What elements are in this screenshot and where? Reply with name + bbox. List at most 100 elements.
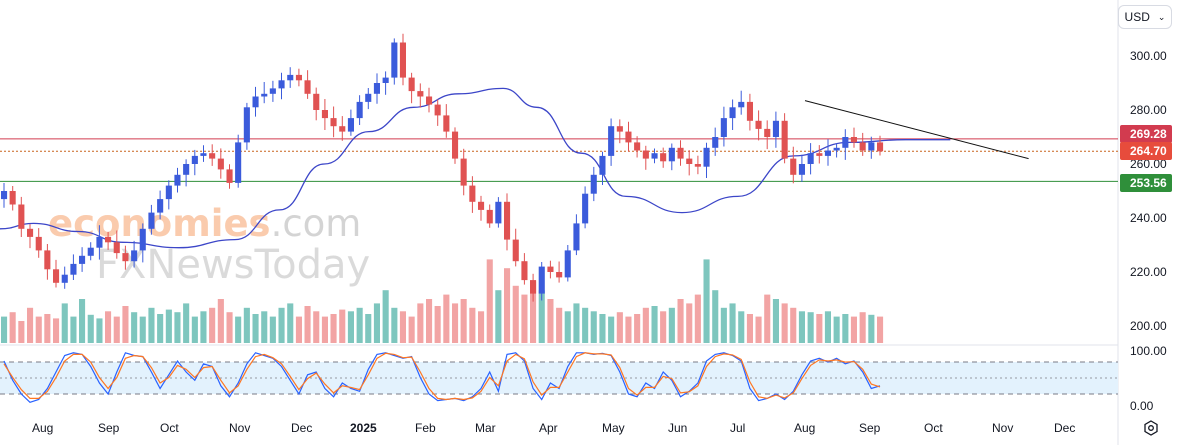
volume-bar: [191, 316, 198, 343]
volume-bar: [122, 306, 129, 343]
volume-bar: [582, 307, 589, 343]
x-tick-label: Sep: [859, 421, 881, 435]
volume-bar: [478, 311, 485, 343]
x-tick-label: Dec: [1054, 421, 1075, 435]
candle-up: [582, 193, 589, 224]
candle-down: [339, 126, 346, 132]
volume-bar: [391, 307, 398, 343]
candle-up: [564, 250, 571, 278]
svg-text:253.56: 253.56: [1130, 176, 1167, 190]
time-axis[interactable]: Aug Sep Oct Nov Dec 2025 Feb Mar Apr May…: [32, 421, 1075, 435]
volume-bars: [1, 259, 884, 343]
volume-bar: [174, 312, 181, 343]
x-tick-label: Dec: [291, 421, 312, 435]
volume-bar: [634, 314, 641, 343]
moving-average: [0, 87, 951, 249]
candle-down: [217, 158, 224, 170]
candle-down: [677, 147, 684, 159]
stochastic-lines: [3, 352, 881, 403]
volume-bar: [313, 311, 320, 343]
candle-down: [295, 74, 302, 81]
candle-down: [209, 153, 216, 159]
stochastic-axis[interactable]: 100.00 0.00: [1130, 344, 1167, 413]
candle-up: [243, 107, 250, 143]
candle-down: [547, 266, 554, 272]
volume-bar: [243, 307, 250, 343]
candle-down: [18, 204, 25, 229]
candle-down: [426, 96, 433, 105]
volume-bar: [304, 306, 311, 343]
volume-bar: [373, 303, 380, 343]
x-tick-label: Feb: [415, 421, 436, 435]
x-tick-label: Nov: [229, 421, 250, 435]
candle-down: [434, 104, 441, 116]
support-price-tag: 253.56: [1120, 174, 1172, 192]
volume-bar: [347, 311, 354, 343]
stoch-tick-label: 100.00: [1130, 344, 1167, 358]
volume-bar: [660, 311, 667, 343]
candle-down: [850, 137, 857, 143]
candle-up: [79, 255, 86, 264]
volume-bar: [469, 307, 476, 343]
svg-text:264.70: 264.70: [1130, 144, 1167, 158]
volume-bar: [460, 299, 467, 343]
trendline[interactable]: [804, 100, 1029, 160]
volume-bar: [608, 316, 615, 343]
volume-bar: [287, 303, 294, 343]
candle-up: [200, 153, 207, 156]
candle-up: [287, 74, 294, 81]
y-tick-label: 300.00: [1130, 49, 1167, 63]
y-tick-label: 220.00: [1130, 265, 1167, 279]
currency-selector[interactable]: USD ⌄: [1118, 5, 1172, 29]
volume-bar: [35, 316, 42, 343]
price-levels: [0, 138, 1118, 182]
candle-up: [96, 236, 103, 248]
candle-down: [486, 209, 493, 224]
candle-down: [113, 242, 120, 254]
candle-up: [824, 150, 831, 156]
volume-bar: [339, 309, 346, 343]
volume-bar: [816, 314, 823, 343]
candle-up: [191, 155, 198, 164]
volume-bar: [70, 316, 77, 343]
price-axis[interactable]: 300.00 280.00 260.00 240.00 220.00 200.0…: [1130, 49, 1167, 333]
candle-down: [781, 120, 788, 159]
currency-label: USD: [1124, 10, 1150, 24]
x-tick-label: Oct: [160, 421, 179, 435]
candle-down: [504, 201, 511, 240]
volume-bar: [217, 299, 224, 343]
volume-bar: [261, 311, 268, 343]
volume-bar: [417, 303, 424, 343]
volume-bar: [278, 307, 285, 343]
candle-up: [356, 101, 363, 119]
volume-bar: [139, 316, 146, 343]
stochastic-d-line: [3, 352, 881, 401]
volume-bar: [269, 316, 276, 343]
volume-bar: [772, 299, 779, 343]
volume-bar: [729, 303, 736, 343]
candle-up: [738, 101, 745, 108]
volume-bar: [521, 294, 528, 343]
candle-up: [174, 174, 181, 186]
volume-bar: [877, 316, 884, 343]
settings-icon[interactable]: [1140, 418, 1162, 438]
volume-bar: [504, 268, 511, 343]
candle-up: [1, 191, 8, 200]
volume-bar: [105, 311, 112, 343]
candle-down: [330, 118, 337, 127]
volume-bar: [564, 311, 571, 343]
volume-bar: [44, 314, 51, 343]
x-tick-label: Mar: [475, 421, 496, 435]
candle-up: [70, 263, 77, 275]
candle-down: [877, 142, 884, 152]
volume-bar: [96, 318, 103, 343]
candle-down: [460, 158, 467, 186]
volume-bar: [842, 314, 849, 343]
candle-up: [807, 153, 814, 164]
candle-up: [798, 164, 805, 175]
x-tick-label: Jun: [668, 421, 687, 435]
volume-bar: [452, 303, 459, 343]
candle-up: [590, 174, 597, 194]
candle-up: [131, 250, 138, 262]
